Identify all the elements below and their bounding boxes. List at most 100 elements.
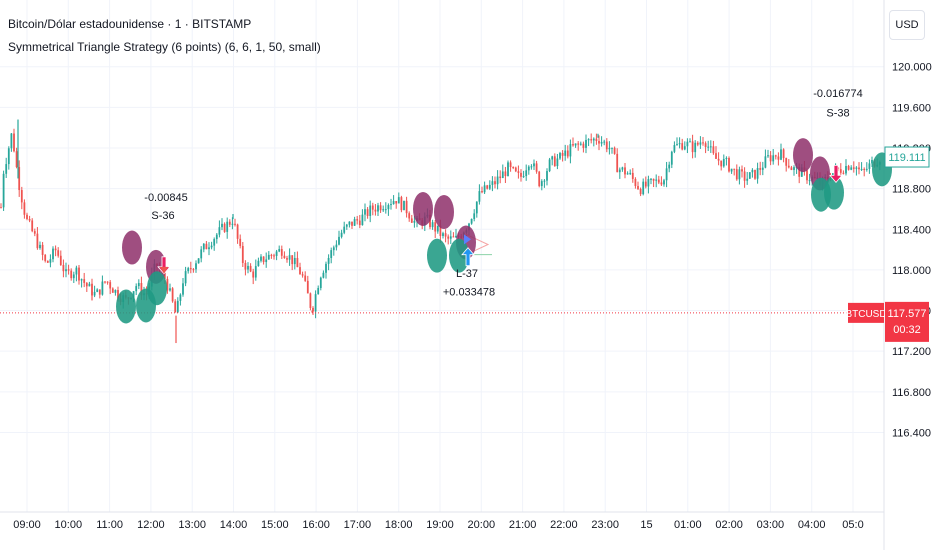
candle-body (577, 143, 580, 145)
x-tick-label: 11:00 (96, 519, 123, 531)
candle-body (434, 222, 437, 232)
candle-body (704, 143, 707, 147)
candle-body (746, 178, 749, 181)
candle-body (488, 184, 491, 189)
candle-body (582, 143, 585, 148)
x-tick-label: 12:00 (137, 519, 165, 531)
candle-body (761, 167, 764, 170)
y-tick-label: 118.800 (892, 184, 931, 196)
candle-body (605, 141, 608, 150)
candle-body (189, 268, 192, 270)
candle-body (663, 180, 665, 185)
x-tick-label: 20:00 (468, 519, 496, 531)
candle-body (205, 243, 208, 250)
candle-body (377, 205, 379, 212)
candle-body (67, 269, 70, 271)
candle-body (738, 169, 741, 180)
candle-body (293, 257, 296, 265)
candle-body (852, 167, 855, 169)
candle-body (631, 172, 634, 179)
candle-body (587, 139, 590, 141)
candle-body (332, 247, 335, 251)
candle-body (527, 166, 530, 171)
candle-body (637, 186, 639, 190)
candle-body (764, 156, 767, 168)
candle-body (847, 165, 850, 170)
candle-body (751, 169, 754, 173)
candle-body (624, 167, 626, 175)
candle-body (101, 281, 104, 295)
candle-body (413, 220, 416, 223)
y-tick-label: 120.000 (892, 62, 932, 74)
candle-body (309, 293, 312, 308)
last-price-label: 119.111 (888, 152, 925, 164)
candle-body (436, 225, 439, 232)
candle-body (395, 201, 398, 204)
candle-body (728, 157, 730, 172)
bear-signal-circle (122, 230, 142, 265)
candle-body (319, 277, 322, 288)
candle-body (561, 153, 564, 156)
candle-body (678, 143, 681, 145)
candle-body (338, 236, 340, 245)
candle-body (546, 171, 548, 181)
currency-button[interactable]: USD (889, 10, 925, 40)
candle-body (275, 251, 278, 256)
indicator-legend[interactable]: Symmetrical Triangle Strategy (6 points)… (8, 40, 321, 54)
candle-body (2, 173, 5, 208)
candle-body (273, 255, 275, 257)
candle-body (330, 250, 333, 258)
candle-body (642, 181, 645, 195)
candle-body (244, 262, 247, 270)
candle-body (507, 162, 509, 177)
candle-body (197, 258, 200, 264)
candle-body (481, 191, 483, 193)
candle-body (845, 165, 847, 174)
candle-body (80, 279, 83, 281)
candle-body (720, 160, 723, 167)
symbol-label-box (848, 302, 884, 323)
y-tick-label: 116.800 (892, 387, 931, 399)
candle-body (226, 221, 229, 232)
candle-body (358, 220, 361, 226)
candle-body (114, 290, 117, 293)
sell-arrow-icon (829, 164, 843, 183)
candle-body (179, 294, 182, 301)
x-tick-label: 15 (640, 519, 652, 531)
candle-body (353, 219, 356, 226)
bull-signal-circle (116, 289, 136, 324)
candle-body (540, 181, 543, 187)
candle-body (559, 153, 561, 159)
candle-body (449, 236, 452, 239)
candle-body (733, 168, 736, 170)
candle-body (109, 282, 112, 289)
candle-body (371, 205, 374, 210)
chart-title: Bitcoin/Dólar estadounidense · 1 · BITST… (8, 17, 252, 31)
candle-body (754, 169, 756, 179)
candle-body (299, 267, 301, 275)
candle-body (348, 221, 351, 225)
candle-body (553, 156, 556, 167)
candle-body (174, 301, 177, 313)
x-tick-label: 23:00 (591, 519, 619, 531)
candle-body (491, 181, 494, 185)
candle-body (163, 271, 166, 279)
candle-body (10, 133, 13, 149)
candle-body (72, 274, 75, 279)
candle-body (535, 163, 538, 172)
symbol-label: BTCUSD (845, 309, 886, 320)
candle-body (236, 224, 239, 239)
candle-body (564, 150, 567, 156)
candle-body (202, 243, 205, 250)
candle-body (33, 231, 36, 234)
candle-body (223, 223, 226, 232)
candle-body (234, 223, 236, 225)
candle-body (494, 181, 496, 185)
candle-body (184, 271, 187, 284)
candle-body (442, 233, 444, 236)
candle-body (280, 249, 283, 256)
candle-body (218, 227, 221, 235)
candle-body (572, 144, 574, 146)
candle-body (23, 202, 26, 215)
